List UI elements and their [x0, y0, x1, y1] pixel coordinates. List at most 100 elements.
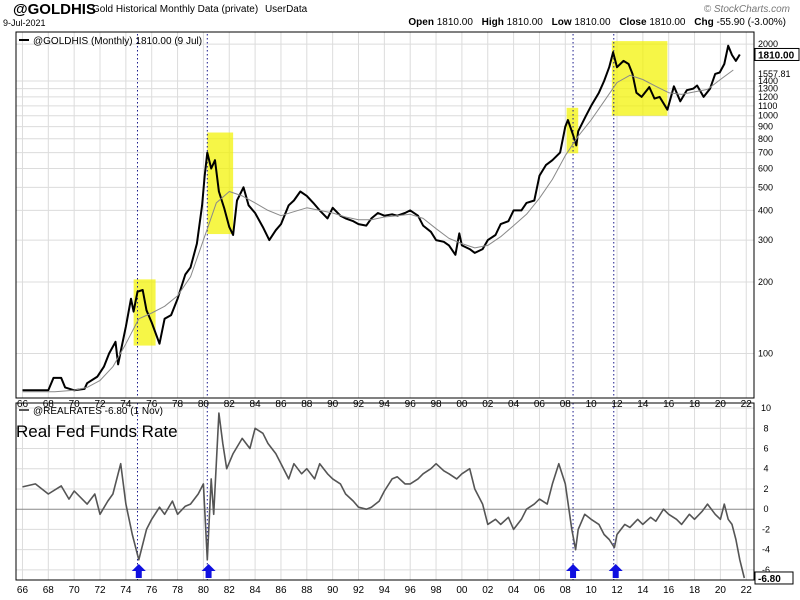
x-tick-label: 04: [508, 399, 520, 410]
panel-frame: [15, 402, 755, 581]
x-tick-label: 96: [405, 585, 417, 596]
x-tick-label: 66: [17, 399, 29, 410]
x-tick-label: 68: [43, 399, 55, 410]
x-tick-label: 90: [327, 585, 339, 596]
x-tick-label: 82: [224, 399, 236, 410]
x-tick-label: 04: [508, 585, 520, 596]
annotation-label: Real Fed Funds Rate: [16, 422, 178, 441]
up-arrow-icon: [608, 564, 623, 578]
x-tick-label: 18: [689, 585, 701, 596]
y-tick-label: -6: [762, 565, 770, 575]
y-tick-label: 0: [763, 504, 768, 514]
x-tick-label: 14: [637, 585, 649, 596]
x-tick-label: 98: [430, 399, 442, 410]
y-tick-label: 800: [758, 134, 773, 144]
x-tick-label: 18: [689, 399, 701, 410]
high-label: High: [481, 17, 504, 28]
y-tick-label: 600: [758, 163, 773, 173]
low-value: 1810.00: [574, 17, 611, 28]
data-date: 9-Jul-2021: [3, 18, 46, 28]
x-tick-label: 00: [456, 399, 468, 410]
close-value: 1810.00: [649, 17, 686, 28]
y-tick-label: 10: [761, 403, 771, 413]
x-tick-label: 08: [560, 585, 572, 596]
y-tick-label: 1100: [758, 101, 777, 111]
x-tick-label: 92: [353, 585, 365, 596]
x-tick-label: 98: [430, 585, 442, 596]
x-tick-label: 92: [353, 399, 365, 410]
y-tick-label: 300: [758, 235, 773, 245]
x-tick-label: 82: [224, 585, 236, 596]
open-value: 1810.00: [436, 17, 473, 28]
moving-average-line: [22, 69, 734, 393]
x-tick-label: 16: [663, 585, 675, 596]
y-tick-label: 200: [758, 277, 773, 287]
up-arrow-icon: [566, 564, 581, 578]
x-tick-label: 84: [250, 585, 262, 596]
y-tick-label: -4: [762, 545, 770, 555]
x-tick-label: 74: [120, 585, 132, 596]
ma-value-label: 1557.81: [758, 69, 791, 79]
y-tick-label: 2: [763, 484, 768, 494]
high-value: 1810.00: [506, 17, 543, 28]
up-arrow-icon: [201, 564, 216, 578]
last-value-label: 1810.00: [758, 50, 795, 61]
x-tick-label: 66: [17, 585, 29, 596]
x-tick-label: 68: [43, 585, 55, 596]
real-rates-line: [22, 412, 746, 579]
x-tick-label: 94: [379, 585, 391, 596]
open-label: Open: [408, 17, 434, 28]
x-tick-label: 78: [172, 399, 184, 410]
chg-label: Chg: [694, 17, 714, 28]
low-label: Low: [551, 17, 572, 28]
brand-watermark: © StockCharts.com: [703, 4, 790, 15]
x-tick-label: 86: [275, 585, 287, 596]
ohlc-summary: Open 1810.00 High 1810.00 Low 1810.00 Cl…: [402, 17, 786, 28]
description-text: Gold Historical Monthly Data (private): [92, 4, 259, 15]
x-tick-label: 78: [172, 585, 184, 596]
y-tick-label: 400: [758, 205, 773, 215]
x-tick-label: 20: [715, 399, 727, 410]
y-tick-label: 900: [758, 122, 773, 132]
x-tick-label: 74: [120, 399, 132, 410]
last-value-label: -6.80: [758, 574, 781, 585]
x-tick-label: 96: [405, 399, 417, 410]
x-tick-label: 02: [482, 399, 494, 410]
close-label: Close: [619, 17, 647, 28]
userdata-label: UserData: [264, 4, 308, 15]
last-value-box: [754, 571, 794, 585]
x-tick-label: 88: [301, 585, 313, 596]
x-tick-label: 22: [741, 585, 753, 596]
y-tick-label: 1400: [758, 76, 778, 86]
y-tick-label: 8: [763, 423, 768, 433]
x-tick-label: 06: [534, 399, 546, 410]
up-arrow-icon: [131, 564, 146, 578]
symbol-title: @GOLDHIS: [13, 1, 96, 18]
y-tick-label: 100: [758, 349, 773, 359]
x-axis: 66 66 68 68 70 70 72 72 74 74 76 76 78 78 80 80 82 82 84 84…: [17, 399, 752, 596]
panel-title: @REALRATES -6.80 (1 Nov): [33, 406, 163, 417]
x-tick-label: 14: [637, 399, 649, 410]
x-tick-label: 12: [611, 399, 623, 410]
x-tick-label: 08: [560, 399, 572, 410]
chg-value: -55.90 (-3.00%): [716, 17, 786, 28]
y-tick-label: 1200: [758, 92, 778, 102]
x-tick-label: 88: [301, 399, 313, 410]
x-tick-label: 72: [94, 399, 106, 410]
x-tick-label: 72: [94, 585, 106, 596]
symbol-description: Gold Historical Monthly Data (private) U…: [92, 4, 307, 15]
x-tick-label: 00: [456, 585, 468, 596]
x-tick-label: 10: [586, 585, 598, 596]
panel-frame: [15, 31, 755, 399]
x-tick-label: 94: [379, 399, 391, 410]
y-tick-label: 700: [758, 148, 773, 158]
y-tick-label: 500: [758, 182, 773, 192]
x-tick-label: 70: [69, 399, 81, 410]
y-tick-label: 1300: [758, 84, 778, 94]
panel-title: @GOLDHIS (Monthly) 1810.00 (9 Jul): [33, 36, 202, 47]
last-value-box: [754, 47, 800, 61]
x-tick-label: 12: [611, 585, 623, 596]
